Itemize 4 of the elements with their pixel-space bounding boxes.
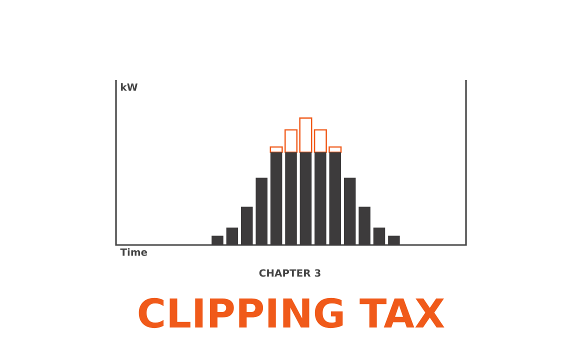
text: CLIPPING TAX bbox=[138, 298, 444, 328]
text: Time bbox=[120, 248, 148, 256]
text: kW bbox=[121, 83, 138, 91]
text: CHAPTER 3 bbox=[259, 269, 320, 277]
